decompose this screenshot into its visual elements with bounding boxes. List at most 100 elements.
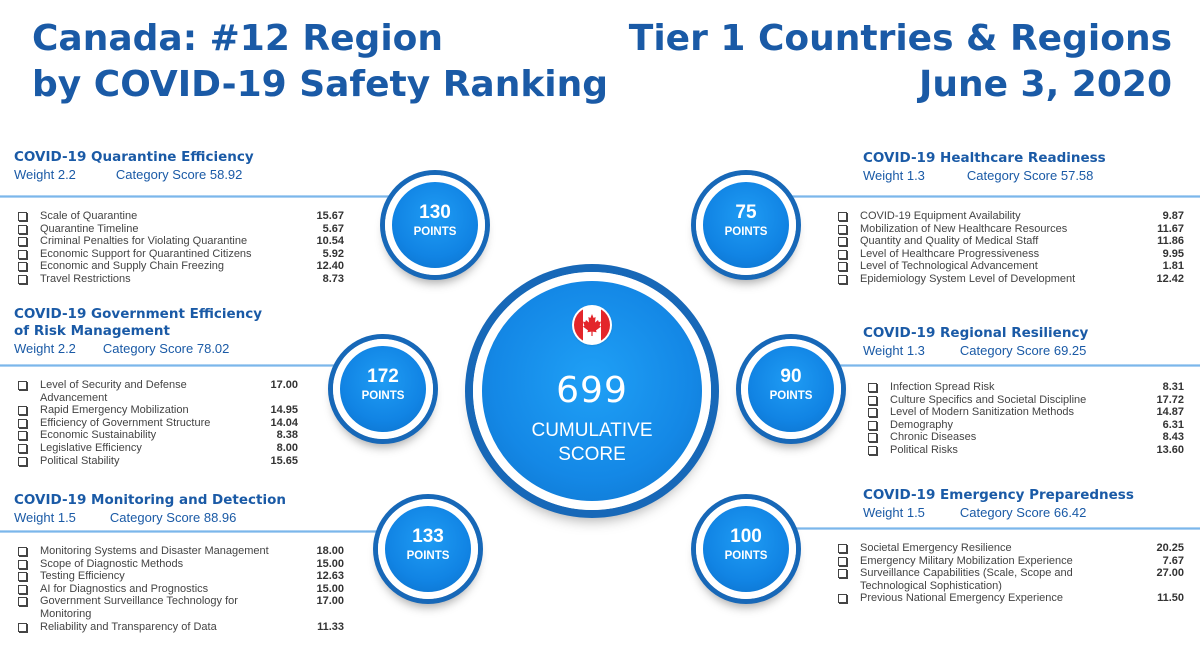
list-item: Infection Spread Risk 8.31	[864, 381, 1184, 394]
checkbox-icon	[18, 418, 27, 428]
list-item: Level of Modern Sanitization Methods 14.8…	[864, 406, 1184, 419]
points-bubble-regional: 90 POINTS	[741, 339, 841, 439]
category-meta: Weight 1.3 Category Score 69.25	[863, 342, 1088, 359]
checkbox-icon	[18, 262, 27, 272]
category-meta: Weight 1.5 Category Score 88.96	[14, 509, 286, 526]
list-item: Surveillance Capabilities (Scale, Scope …	[834, 567, 1184, 592]
divider	[815, 364, 1200, 367]
list-item: Emergency Military Mobilization Experien…	[834, 555, 1184, 568]
checkbox-icon	[838, 594, 847, 604]
list-item: Culture Specifics and Societal Disciplin…	[864, 394, 1184, 407]
list-item: Rapid Emergency Mobilization 14.95	[14, 404, 298, 417]
checkbox-icon	[18, 456, 27, 466]
list-item: Level of Security and Defense Advancement…	[14, 379, 298, 404]
checkbox-icon	[868, 420, 877, 430]
checkbox-icon	[18, 597, 27, 607]
category-government-items: Level of Security and Defense Advancement…	[14, 379, 298, 467]
list-item: Quarantine Timeline 5.67	[14, 223, 344, 236]
list-item: Scope of Diagnostic Methods 15.00	[14, 558, 344, 571]
page-title: Canada: #12 Region by COVID-19 Safety Ra…	[32, 16, 608, 108]
points-label: POINTS	[413, 226, 457, 238]
list-item: Reliability and Transparency of Data 11.3…	[14, 621, 344, 634]
category-weight: Weight 1.3	[863, 343, 925, 358]
category-title: COVID-19 Healthcare Readiness	[863, 150, 1106, 166]
category-weight: Weight 2.2	[14, 167, 76, 182]
category-healthcare-items: COVID-19 Equipment Availability 9.87 Mobi…	[834, 210, 1184, 286]
checkbox-icon	[838, 212, 847, 221]
checkbox-icon	[18, 224, 27, 234]
category-title: COVID-19 Government Efficiency of Risk M…	[14, 306, 263, 339]
checkbox-icon	[18, 249, 27, 259]
checkbox-icon	[18, 622, 27, 632]
list-item: Economic Sustainability 8.38	[14, 429, 298, 442]
list-item: Economic and Supply Chain Freezing 12.40	[14, 260, 344, 273]
divider	[0, 195, 392, 198]
checkbox-icon	[18, 212, 27, 221]
category-monitoring-items: Monitoring Systems and Disaster Manageme…	[14, 545, 344, 633]
checkbox-icon	[18, 431, 27, 441]
points-bubble-monitoring: 133 POINTS	[378, 499, 478, 599]
category-emergency-header: COVID-19 Emergency Preparedness Weight 1…	[863, 487, 1134, 521]
category-meta: Weight 2.2 Category Score 58.92	[14, 166, 254, 183]
cumulative-score-value: 699	[556, 370, 628, 411]
category-healthcare-header: COVID-19 Healthcare Readiness Weight 1.3…	[863, 150, 1106, 184]
points-label: POINTS	[361, 390, 405, 402]
checkbox-icon	[838, 224, 847, 234]
category-weight: Weight 2.2	[14, 341, 76, 356]
list-item: Epidemiology System Level of Development…	[834, 273, 1184, 286]
points-value: 75	[735, 202, 757, 223]
category-title: COVID-19 Emergency Preparedness	[863, 487, 1134, 503]
list-item: Political Risks 13.60	[864, 444, 1184, 457]
category-title: COVID-19 Monitoring and Detection	[14, 492, 286, 508]
cumulative-score-circle: 699 CUMULATIVE SCORE	[473, 272, 711, 510]
category-score: Category Score 66.42	[959, 505, 1087, 520]
divider	[770, 195, 1200, 198]
checkbox-icon	[868, 408, 877, 418]
points-value: 133	[412, 526, 444, 547]
points-value: 172	[367, 366, 399, 387]
category-government-header: COVID-19 Government Efficiency of Risk M…	[14, 306, 262, 357]
points-bubble-healthcare: 75 POINTS	[696, 175, 796, 275]
points-label: POINTS	[406, 550, 450, 562]
category-weight: Weight 1.5	[14, 510, 76, 525]
list-item: Level of Healthcare Progressiveness 9.95	[834, 248, 1184, 261]
checkbox-icon	[868, 433, 877, 443]
points-bubble-quarantine: 130 POINTS	[385, 175, 485, 275]
checkbox-icon	[838, 556, 847, 566]
points-label: POINTS	[724, 226, 768, 238]
checkbox-icon	[18, 443, 27, 453]
checkbox-icon	[868, 395, 877, 405]
divider	[770, 527, 1200, 530]
checkbox-icon	[868, 383, 877, 392]
category-score: Category Score 57.58	[966, 168, 1094, 183]
list-item: Criminal Penalties for Violating Quarant…	[14, 235, 344, 248]
category-score: Category Score 69.25	[959, 343, 1087, 358]
checkbox-icon	[18, 559, 27, 569]
category-monitoring-header: COVID-19 Monitoring and Detection Weight…	[14, 492, 286, 526]
title-line-2: by COVID-19 Safety Ranking	[32, 64, 609, 105]
points-value: 100	[730, 526, 762, 547]
category-meta: Weight 2.2 Category Score 78.02	[14, 340, 262, 357]
category-score: Category Score 88.96	[109, 510, 237, 525]
list-item: Travel Restrictions 8.73	[14, 273, 344, 286]
points-label: POINTS	[769, 390, 813, 402]
cumulative-score-label: CUMULATIVE SCORE	[531, 420, 653, 465]
list-item: Scale of Quarantine 15.67	[14, 210, 344, 223]
list-item: Societal Emergency Resilience 20.25	[834, 542, 1184, 555]
list-item: Level of Technological Advancement 1.81	[834, 260, 1184, 273]
list-item: Government Surveillance Technology for Mo…	[14, 595, 344, 620]
list-item: Quantity and Quality of Medical Staff 11.…	[834, 235, 1184, 248]
checkbox-icon	[838, 249, 847, 259]
checkbox-icon	[18, 406, 27, 416]
category-weight: Weight 1.3	[863, 168, 925, 183]
points-value: 90	[780, 366, 802, 387]
canada-flag-icon	[574, 307, 610, 343]
checkbox-icon	[18, 547, 27, 556]
checkbox-icon	[18, 237, 27, 247]
list-item: COVID-19 Equipment Availability 9.87	[834, 210, 1184, 223]
checkbox-icon	[838, 569, 847, 579]
checkbox-icon	[18, 572, 27, 582]
category-weight: Weight 1.5	[863, 505, 925, 520]
list-item: Previous National Emergency Experience 11…	[834, 592, 1184, 605]
list-item: Legislative Efficiency 8.00	[14, 442, 298, 455]
